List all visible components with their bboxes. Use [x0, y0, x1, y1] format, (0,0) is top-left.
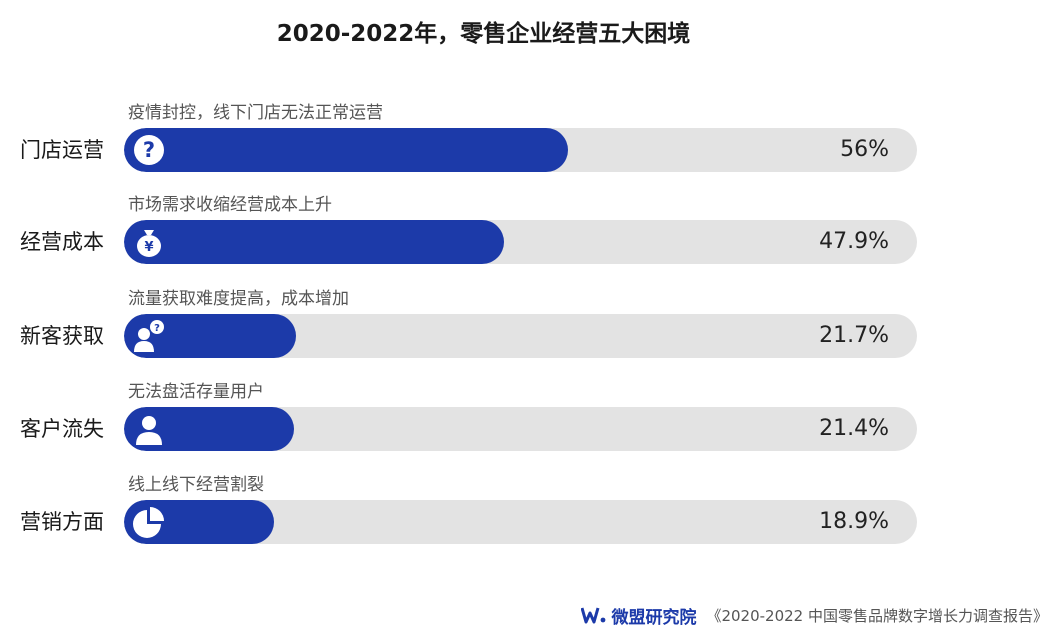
- brand-logo-icon: [581, 607, 606, 624]
- bar-track: ? 56%: [124, 128, 917, 172]
- data-label: 56%: [840, 137, 889, 162]
- source-note: 《2020-2022 中国零售品牌数字增长力调查报告》: [706, 606, 1048, 625]
- data-label: 21.4%: [819, 416, 889, 441]
- category-label: 客户流失: [20, 417, 104, 441]
- data-label: 47.9%: [819, 229, 889, 254]
- data-label: 18.9%: [819, 509, 889, 534]
- bar-description: 流量获取难度提高，成本增加: [128, 289, 349, 309]
- category-label: 营销方面: [20, 510, 104, 534]
- bar-description: 疫情封控，线下门店无法正常运营: [128, 103, 383, 123]
- svg-text:?: ?: [154, 323, 160, 334]
- user-icon: [132, 412, 166, 446]
- bar-track: ¥47.9%: [124, 220, 917, 264]
- svg-text:?: ?: [143, 138, 155, 162]
- data-label: 21.7%: [819, 323, 889, 348]
- bar-track: 21.4%: [124, 407, 917, 451]
- category-label: 门店运营: [20, 138, 104, 162]
- bar-description: 无法盘活存量用户: [128, 382, 264, 402]
- brand: 微盟研究院: [581, 603, 696, 628]
- bar-description: 线上线下经营割裂: [128, 475, 264, 495]
- footer: 微盟研究院 《2020-2022 中国零售品牌数字增长力调查报告》: [581, 602, 1048, 628]
- category-label: 新客获取: [20, 324, 104, 348]
- brand-name: 微盟研究院: [611, 607, 697, 628]
- bar-track: ? 21.7%: [124, 314, 917, 358]
- bar: [124, 220, 504, 264]
- money-bag-icon: ¥: [132, 225, 166, 259]
- pie-chart-icon: [132, 505, 166, 539]
- user-question-icon: ?: [132, 319, 166, 353]
- bar: [124, 128, 568, 172]
- svg-text:¥: ¥: [144, 240, 153, 255]
- bar-track: 18.9%: [124, 500, 917, 544]
- question-icon: ?: [132, 133, 166, 167]
- category-label: 经营成本: [20, 230, 104, 254]
- bar-description: 市场需求收缩经营成本上升: [128, 195, 332, 215]
- chart-title: 2020-2022年，零售企业经营五大困境: [276, 21, 691, 47]
